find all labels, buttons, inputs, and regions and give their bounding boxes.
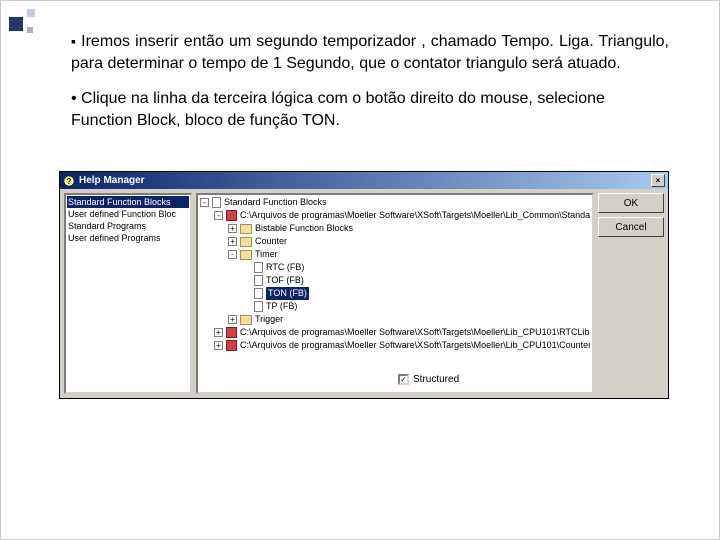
tree-item-label: Bistable Function Blocks <box>255 222 353 235</box>
tree-item-label: C:\Arquivos de programas\Moeller Softwar… <box>240 339 590 352</box>
expand-icon[interactable]: + <box>228 224 237 233</box>
help-manager-window: ? Help Manager × Standard Function Block… <box>59 171 669 399</box>
page-icon <box>254 262 263 273</box>
folder-icon <box>240 237 252 247</box>
book-icon <box>226 327 237 338</box>
ok-button[interactable]: OK <box>598 193 664 213</box>
slide-corner-square <box>9 9 41 41</box>
category-item[interactable]: Standard Function Blocks <box>67 196 189 208</box>
collapse-icon[interactable]: - <box>228 250 237 259</box>
tree-item-label: TP (FB) <box>266 300 297 313</box>
tree-item-label: Counter <box>255 235 287 248</box>
slide-body: Iremos inserir então um segundo temporiz… <box>71 31 669 131</box>
structured-label: Structured <box>413 373 459 386</box>
collapse-icon[interactable]: - <box>214 211 223 220</box>
page-icon <box>254 301 263 312</box>
tree-row[interactable]: + Bistable Function Blocks <box>200 222 590 235</box>
tree-item-label: Standard Function Blocks <box>224 196 327 209</box>
tree-row[interactable]: TP (FB) <box>200 300 590 313</box>
expand-icon[interactable]: + <box>214 341 223 350</box>
page-icon <box>254 275 263 286</box>
tree-spacer <box>242 276 251 285</box>
tree-spacer <box>242 263 251 272</box>
page-icon <box>212 197 221 208</box>
category-item[interactable]: User defined Programs <box>67 232 189 244</box>
tree-item-label: C:\Arquivos de programas\Moeller Softwar… <box>240 209 590 222</box>
tree-spacer <box>242 289 251 298</box>
expand-icon[interactable]: + <box>228 237 237 246</box>
category-list[interactable]: Standard Function BlocksUser defined Fun… <box>64 193 192 394</box>
svg-text:?: ? <box>67 177 72 186</box>
category-item[interactable]: User defined Function Bloc <box>67 208 189 220</box>
collapse-icon[interactable]: - <box>200 198 209 207</box>
structured-checkbox[interactable]: ✓ <box>398 374 409 385</box>
tree-row[interactable]: - Timer <box>200 248 590 261</box>
tree-row[interactable]: + C:\Arquivos de programas\Moeller Softwa… <box>200 339 590 352</box>
tree-spacer <box>242 302 251 311</box>
tree-row[interactable]: TON (FB) <box>200 287 590 300</box>
close-icon[interactable]: × <box>651 174 665 187</box>
book-icon <box>226 340 237 351</box>
button-column: OK Cancel <box>598 193 664 394</box>
folder-icon <box>240 250 252 260</box>
expand-icon[interactable]: + <box>228 315 237 324</box>
structured-row[interactable]: ✓ Structured <box>398 373 459 386</box>
paragraph-1: Iremos inserir então um segundo temporiz… <box>71 31 669 74</box>
tree-row[interactable]: + Trigger <box>200 313 590 326</box>
window-title: Help Manager <box>79 175 145 186</box>
cancel-button[interactable]: Cancel <box>598 217 664 237</box>
page-icon <box>254 288 263 299</box>
app-icon: ? <box>63 175 75 187</box>
paragraph-2: • Clique na linha da terceira lógica com… <box>71 88 669 131</box>
folder-icon <box>240 224 252 234</box>
tree-row[interactable]: TOF (FB) <box>200 274 590 287</box>
tree-view[interactable]: -Standard Function Blocks-C:\Arquivos de… <box>196 193 594 394</box>
expand-icon[interactable]: + <box>214 328 223 337</box>
tree-item-label: C:\Arquivos de programas\Moeller Softwar… <box>240 326 590 339</box>
tree-row[interactable]: - Standard Function Blocks <box>200 196 590 209</box>
tree-row[interactable]: - C:\Arquivos de programas\Moeller Softwa… <box>200 209 590 222</box>
tree-item-label: RTC (FB) <box>266 261 304 274</box>
tree-item-label: TON (FB) <box>266 287 309 300</box>
tree-row[interactable]: + Counter <box>200 235 590 248</box>
tree-row[interactable]: RTC (FB) <box>200 261 590 274</box>
titlebar[interactable]: ? Help Manager × <box>60 172 668 189</box>
tree-row[interactable]: + C:\Arquivos de programas\Moeller Softwa… <box>200 326 590 339</box>
book-icon <box>226 210 237 221</box>
tree-item-label: Timer <box>255 248 278 261</box>
tree-item-label: Trigger <box>255 313 283 326</box>
folder-icon <box>240 315 252 325</box>
tree-item-label: TOF (FB) <box>266 274 304 287</box>
category-item[interactable]: Standard Programs <box>67 220 189 232</box>
